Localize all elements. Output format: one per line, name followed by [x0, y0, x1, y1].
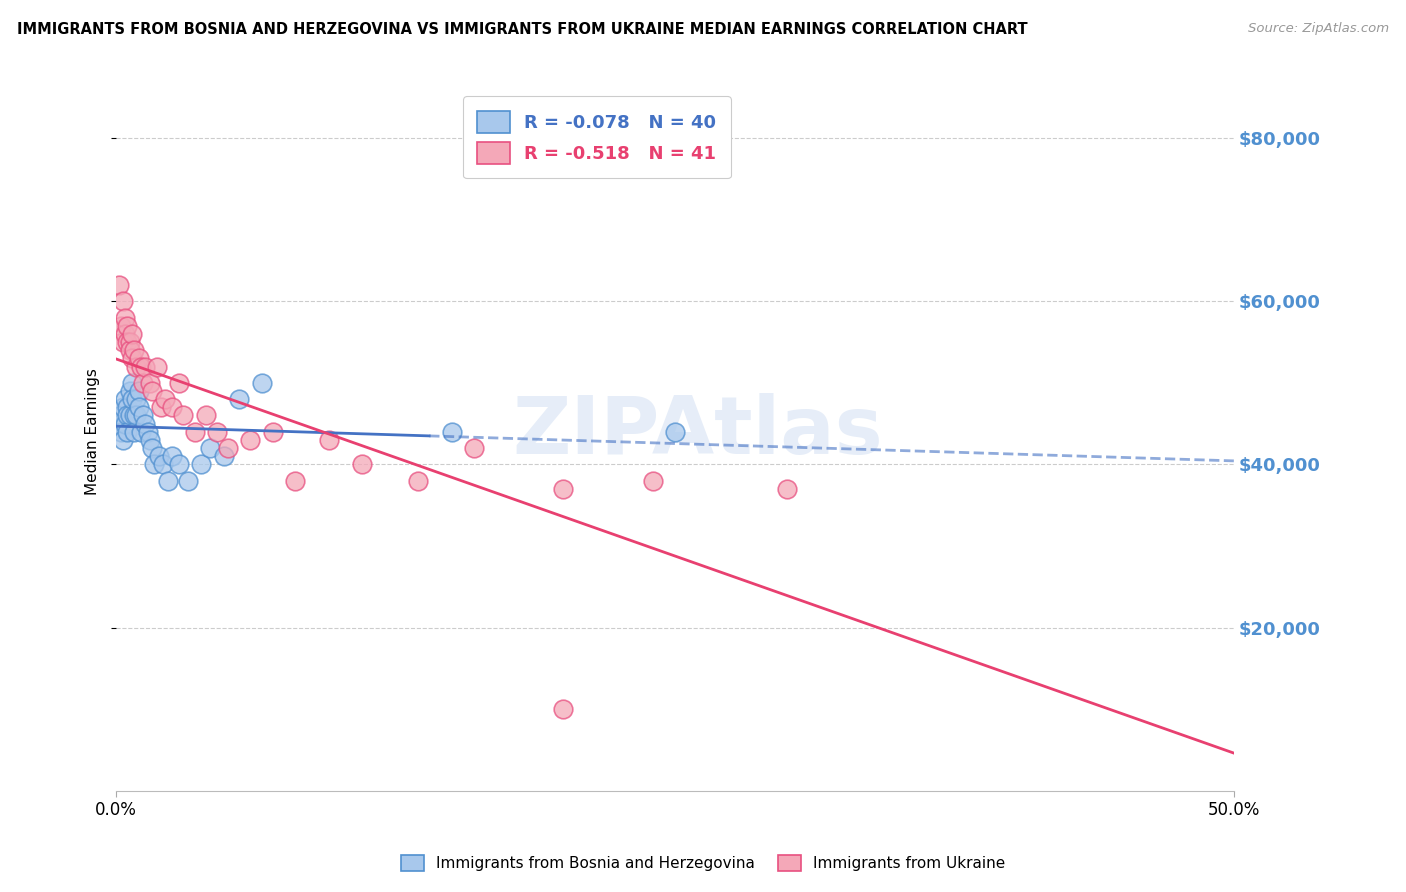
- Point: [128, 384, 150, 398]
- Point: [145, 359, 167, 374]
- Point: [114, 326, 136, 341]
- Point: [284, 474, 307, 488]
- Point: [118, 343, 141, 358]
- Point: [194, 409, 217, 423]
- Point: [117, 425, 139, 439]
- Point: [111, 433, 134, 447]
- Point: [143, 458, 166, 472]
- Point: [134, 417, 156, 431]
- Point: [167, 458, 190, 472]
- Point: [440, 425, 463, 439]
- Point: [406, 474, 429, 488]
- Text: ZIPAtlas: ZIPAtlas: [512, 392, 883, 471]
- Point: [463, 441, 485, 455]
- Point: [122, 343, 145, 358]
- Point: [664, 425, 686, 439]
- Point: [128, 351, 150, 366]
- Point: [111, 401, 134, 415]
- Point: [136, 425, 159, 439]
- Point: [114, 392, 136, 407]
- Point: [128, 401, 150, 415]
- Point: [121, 351, 143, 366]
- Point: [125, 409, 148, 423]
- Point: [111, 335, 134, 350]
- Point: [118, 335, 141, 350]
- Point: [352, 458, 374, 472]
- Point: [117, 409, 139, 423]
- Point: [117, 335, 139, 350]
- Point: [262, 425, 284, 439]
- Point: [141, 441, 163, 455]
- Point: [139, 433, 162, 447]
- Y-axis label: Median Earnings: Median Earnings: [86, 368, 100, 495]
- Point: [177, 474, 200, 488]
- Point: [117, 401, 139, 415]
- Point: [121, 376, 143, 390]
- Point: [117, 318, 139, 333]
- Point: [250, 376, 273, 390]
- Legend: R = -0.078   N = 40, R = -0.518   N = 41: R = -0.078 N = 40, R = -0.518 N = 41: [463, 96, 731, 178]
- Text: Source: ZipAtlas.com: Source: ZipAtlas.com: [1249, 22, 1389, 36]
- Point: [217, 441, 239, 455]
- Point: [114, 310, 136, 325]
- Point: [110, 409, 132, 423]
- Point: [172, 409, 194, 423]
- Point: [129, 425, 152, 439]
- Legend: Immigrants from Bosnia and Herzegovina, Immigrants from Ukraine: Immigrants from Bosnia and Herzegovina, …: [395, 849, 1011, 877]
- Point: [318, 433, 340, 447]
- Point: [125, 392, 148, 407]
- Point: [152, 458, 174, 472]
- Point: [148, 449, 170, 463]
- Point: [190, 458, 212, 472]
- Point: [110, 318, 132, 333]
- Point: [183, 425, 205, 439]
- Point: [205, 425, 228, 439]
- Point: [132, 376, 155, 390]
- Point: [155, 392, 177, 407]
- Point: [121, 326, 143, 341]
- Point: [160, 401, 183, 415]
- Point: [118, 409, 141, 423]
- Point: [228, 392, 250, 407]
- Point: [114, 417, 136, 431]
- Point: [134, 359, 156, 374]
- Point: [239, 433, 262, 447]
- Point: [132, 409, 155, 423]
- Point: [160, 449, 183, 463]
- Point: [641, 474, 664, 488]
- Point: [553, 702, 575, 716]
- Point: [118, 384, 141, 398]
- Point: [198, 441, 221, 455]
- Point: [553, 482, 575, 496]
- Point: [107, 278, 129, 293]
- Point: [111, 294, 134, 309]
- Point: [776, 482, 799, 496]
- Text: IMMIGRANTS FROM BOSNIA AND HERZEGOVINA VS IMMIGRANTS FROM UKRAINE MEDIAN EARNING: IMMIGRANTS FROM BOSNIA AND HERZEGOVINA V…: [17, 22, 1028, 37]
- Point: [125, 359, 148, 374]
- Point: [122, 425, 145, 439]
- Point: [139, 376, 162, 390]
- Point: [121, 392, 143, 407]
- Point: [110, 425, 132, 439]
- Point: [149, 401, 172, 415]
- Point: [107, 417, 129, 431]
- Point: [141, 384, 163, 398]
- Point: [212, 449, 235, 463]
- Point: [156, 474, 179, 488]
- Point: [122, 409, 145, 423]
- Point: [167, 376, 190, 390]
- Point: [129, 359, 152, 374]
